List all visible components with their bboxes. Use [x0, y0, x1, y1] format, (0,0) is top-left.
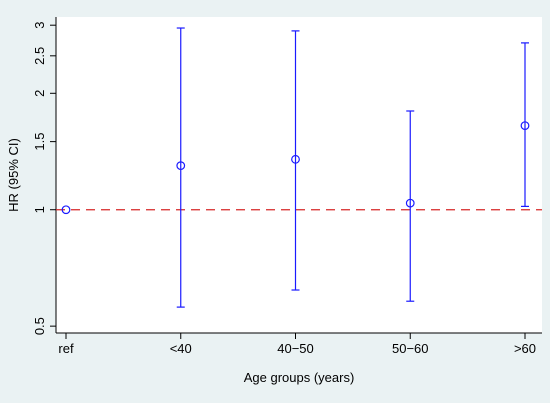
x-axis-title: Age groups (years): [244, 370, 355, 385]
y-tick-label: 2: [32, 90, 47, 97]
point-estimate: [176, 161, 186, 171]
x-tick-label: 50−60: [392, 341, 429, 356]
data-marks: [61, 27, 530, 308]
y-axis-title: HR (95% CI): [6, 138, 21, 212]
plot-background: [56, 17, 542, 333]
x-tick-label: ref: [58, 341, 74, 356]
point-estimate: [520, 121, 530, 131]
point-estimate: [405, 198, 415, 208]
point-estimate: [291, 154, 300, 164]
y-tick-label: 0.5: [32, 317, 47, 335]
point-estimate: [61, 205, 71, 215]
y-axis-ticks: 0.5 1 1.5 2 2.5 3: [32, 22, 56, 335]
y-tick-label: 3: [32, 22, 47, 29]
x-tick-label: <40: [170, 341, 192, 356]
x-axis-ticks: ref <40 40−50 50−60 >60: [58, 333, 536, 356]
y-tick-label: 1.5: [32, 133, 47, 151]
x-tick-label: >60: [514, 341, 536, 356]
y-tick-label: 2.5: [32, 47, 47, 65]
x-tick-label: 40−50: [277, 341, 314, 356]
y-tick-label: 1: [32, 206, 47, 213]
